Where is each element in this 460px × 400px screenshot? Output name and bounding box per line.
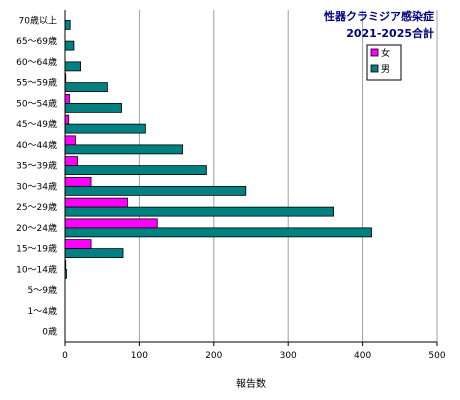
y-tick-label: 25～29歳 bbox=[16, 201, 57, 213]
y-tick-label: 20～24歳 bbox=[16, 222, 57, 234]
y-tick-label: 70歳以上 bbox=[19, 14, 57, 26]
x-tick-label: 100 bbox=[131, 351, 148, 361]
bar bbox=[64, 144, 183, 155]
x-tick-label: 500 bbox=[428, 351, 445, 361]
bar-layer bbox=[64, 19, 372, 279]
legend-label: 女 bbox=[381, 47, 390, 59]
y-tick-label: 35～39歳 bbox=[16, 160, 57, 172]
x-tick-label: 0 bbox=[62, 351, 68, 361]
bar bbox=[64, 197, 128, 208]
legend: 女男 bbox=[366, 44, 402, 81]
grid-layer bbox=[138, 10, 438, 342]
chart-title: 性器クラミジア感染症 bbox=[324, 9, 434, 23]
y-tick-label: 0歳 bbox=[42, 326, 57, 338]
bar bbox=[64, 102, 122, 113]
x-tick-label: 200 bbox=[205, 351, 222, 361]
y-tick-label: 15～19歳 bbox=[16, 243, 57, 255]
y-tick-label: 60～64歳 bbox=[16, 56, 57, 68]
x-tick-label: 400 bbox=[354, 351, 371, 361]
bar bbox=[64, 123, 146, 134]
y-tick-label: 30～34歳 bbox=[16, 180, 57, 192]
bar bbox=[64, 114, 70, 125]
bar bbox=[64, 156, 79, 167]
bar bbox=[64, 135, 76, 146]
bar bbox=[64, 206, 334, 217]
bar bbox=[64, 218, 158, 229]
bar bbox=[64, 61, 82, 72]
y-tick-label: 50～54歳 bbox=[16, 97, 57, 109]
legend-swatch bbox=[370, 48, 379, 57]
axis-layer: 70歳以上 65～69歳 60～64歳 55～59歳 50～54歳 45～49歳 40～44… bbox=[16, 10, 446, 361]
x-tick-label: 300 bbox=[280, 351, 297, 361]
y-tick-label: 65～69歳 bbox=[16, 35, 57, 47]
bar bbox=[64, 239, 92, 250]
legend-label: 男 bbox=[381, 64, 390, 75]
bar bbox=[64, 40, 75, 51]
bar bbox=[64, 227, 372, 238]
bar bbox=[64, 93, 70, 104]
x-axis-label: 報告数 bbox=[236, 377, 266, 390]
bar bbox=[64, 176, 92, 187]
y-tick-label: 10～14歳 bbox=[16, 263, 57, 275]
bar bbox=[64, 165, 207, 176]
y-tick-label: 40～44歳 bbox=[16, 139, 57, 151]
chart-subtitle: 2021-2025合計 bbox=[346, 26, 434, 40]
bar bbox=[64, 185, 247, 196]
y-tick-label: 5～9歳 bbox=[28, 284, 57, 296]
bar bbox=[64, 19, 71, 30]
y-tick-label: 55～59歳 bbox=[16, 77, 57, 89]
bar bbox=[64, 82, 108, 93]
legend-swatch bbox=[370, 64, 379, 73]
y-tick-label: 1～4歳 bbox=[28, 305, 57, 317]
bar bbox=[64, 248, 124, 259]
y-tick-label: 45～49歳 bbox=[16, 118, 57, 130]
